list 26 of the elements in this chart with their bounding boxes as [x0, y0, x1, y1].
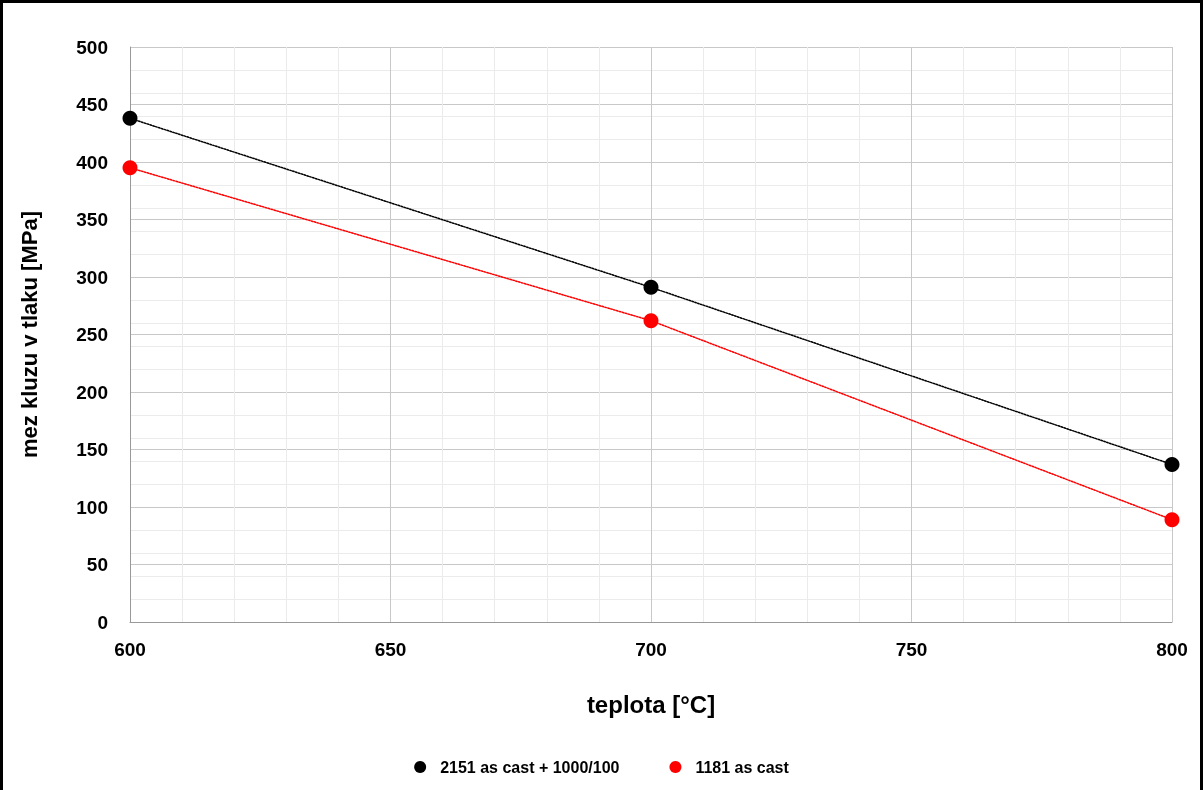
x-tick-label: 800: [1156, 639, 1188, 660]
legend-label: 1181 as cast: [695, 758, 790, 776]
x-axis-title: teplota [°C]: [586, 690, 716, 718]
y-axis-title: mez kluzu v tlaku [MPa]: [16, 211, 42, 458]
x-tick-label: 750: [895, 639, 928, 660]
y-tick-label: 250: [76, 324, 108, 345]
y-tick-label: 450: [76, 94, 108, 115]
legend-label: 2151 as cast + 1000/100: [440, 758, 620, 776]
y-tick-label: 0: [97, 611, 108, 633]
point: [1164, 456, 1180, 472]
y-tick-label: 300: [76, 266, 108, 288]
point: [122, 110, 138, 126]
point: [643, 313, 659, 329]
point: [643, 279, 659, 295]
y-tick-label: 350: [76, 209, 108, 230]
x-tick-label: 700: [635, 639, 667, 660]
y-tick-label: 50: [86, 554, 108, 575]
y-tick-label: 200: [76, 381, 108, 403]
x-tick-label: 650: [374, 639, 407, 660]
x-tick-label: 600: [114, 639, 146, 660]
point: [122, 160, 138, 176]
y-tick-label: 400: [76, 151, 108, 173]
y-tick-label: 100: [76, 496, 108, 518]
point: [1164, 512, 1180, 528]
y-tick-label: 500: [76, 36, 108, 58]
y-tick-label: 150: [76, 439, 108, 460]
